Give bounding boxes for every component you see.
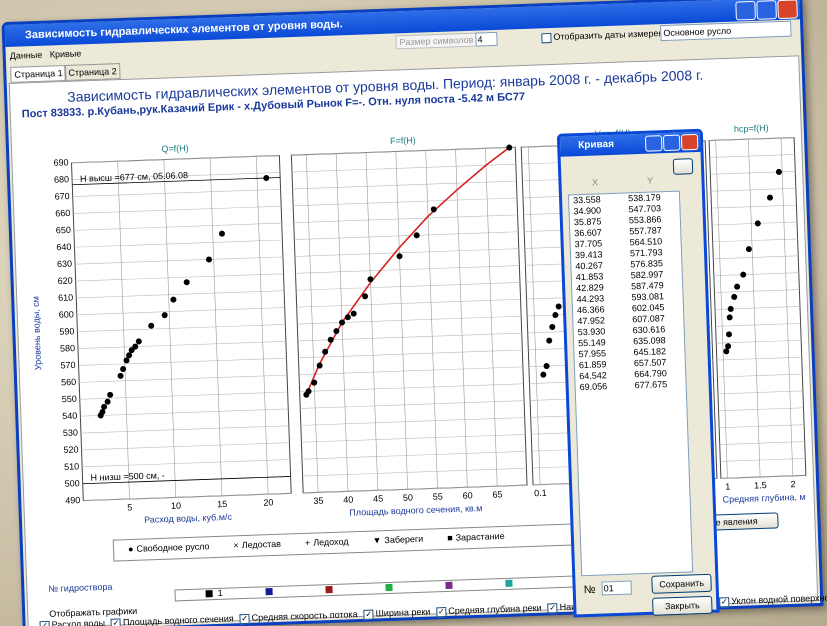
legend-item: ▼Забереги bbox=[372, 534, 423, 546]
check-box: ✓ bbox=[39, 620, 49, 626]
legend-label: Ледоход bbox=[313, 536, 349, 547]
section-number: 1 bbox=[217, 588, 222, 598]
legend-item: +Ледоход bbox=[305, 536, 349, 548]
legend-label: Забереги bbox=[384, 534, 423, 545]
y-tick-label: 670 bbox=[54, 191, 69, 202]
legend-label: Свободное русло bbox=[136, 541, 209, 554]
check-box: ✓ bbox=[547, 603, 557, 613]
y-tick-label: 530 bbox=[63, 428, 78, 439]
section-swatch[interactable] bbox=[445, 582, 452, 589]
close-button[interactable]: Закрыть bbox=[652, 596, 713, 616]
x-tick-label: 10 bbox=[171, 501, 181, 511]
check-box: ✓ bbox=[240, 613, 250, 623]
check-box: ✓ bbox=[363, 609, 373, 619]
y-axis-title: Уровень воды, см bbox=[31, 296, 44, 370]
checkbox-label: Ширина реки bbox=[375, 607, 430, 619]
x-axis-title: Площадь водного сечения, кв.м bbox=[349, 503, 482, 518]
app-window: Зависимость гидравлических элементов от … bbox=[2, 0, 824, 626]
y-tick-label: 690 bbox=[53, 157, 68, 168]
legend-label: Зарастание bbox=[455, 531, 504, 543]
x-tick-label: 65 bbox=[492, 489, 502, 499]
x-tick-label: 35 bbox=[313, 496, 323, 506]
checkbox-label: Расход воды bbox=[51, 618, 105, 626]
dialog-title-bar: Кривая bbox=[560, 132, 701, 157]
x-tick-label: 0.1 bbox=[534, 488, 547, 498]
x-tick-label: 20 bbox=[263, 497, 273, 507]
legend-symbol: ▼ bbox=[372, 535, 381, 545]
close-list-button[interactable] bbox=[673, 158, 694, 175]
y-tick-label: 600 bbox=[59, 309, 74, 320]
check-box: ✓ bbox=[436, 607, 446, 617]
dialog-title: Кривая bbox=[578, 139, 614, 151]
list-cell: 69.056 bbox=[575, 380, 630, 393]
panel-title: Q=f(H) bbox=[161, 143, 189, 154]
y-tick-label: 590 bbox=[59, 326, 74, 337]
save-button[interactable]: Сохранить bbox=[651, 574, 712, 594]
x-tick-label: 40 bbox=[343, 495, 353, 505]
y-tick-label: 510 bbox=[64, 461, 79, 472]
legend-item: ■Зарастание bbox=[447, 531, 505, 543]
list-cell: 677.675 bbox=[630, 379, 685, 392]
legend-symbol: + bbox=[305, 538, 311, 548]
panel-title: F=f(H) bbox=[390, 135, 416, 146]
number-input[interactable]: 01 bbox=[601, 581, 631, 596]
column-header: X Y bbox=[567, 175, 677, 189]
curve-dialog: Кривая X Y 33.558538.17934.900547.70335.… bbox=[557, 129, 720, 618]
y-tick-label: 650 bbox=[56, 225, 71, 236]
y-tick-label: 640 bbox=[56, 242, 71, 253]
y-tick-label: 550 bbox=[62, 394, 77, 405]
x-tick-label: 60 bbox=[462, 490, 472, 500]
legend-symbol: ■ bbox=[447, 533, 453, 543]
section-swatch[interactable] bbox=[505, 580, 512, 587]
y-tick-label: 680 bbox=[54, 174, 69, 185]
checkbox[interactable]: ✓Расход воды bbox=[33, 618, 105, 626]
x-tick-label: 1 bbox=[725, 481, 730, 491]
x-tick-label: 55 bbox=[433, 491, 443, 501]
y-tick-label: 610 bbox=[58, 292, 73, 303]
maximize-button[interactable] bbox=[663, 135, 681, 152]
section-swatch[interactable] bbox=[206, 590, 213, 597]
x-tick-label: 15 bbox=[217, 499, 227, 509]
legend-item: ×Ледостав bbox=[233, 539, 281, 551]
check-box: ✓ bbox=[111, 618, 121, 626]
minimize-button[interactable] bbox=[645, 135, 663, 152]
y-tick-label: 560 bbox=[61, 377, 76, 388]
check-box: ✓ bbox=[719, 597, 729, 607]
section-swatch[interactable] bbox=[325, 586, 332, 593]
x-tick-label: 1.5 bbox=[754, 480, 767, 490]
y-tick-label: 580 bbox=[60, 343, 75, 354]
legend-item: ●Свободное русло bbox=[128, 541, 210, 554]
y-tick-label: 520 bbox=[63, 444, 78, 455]
x-axis-title: Средняя глубина, м bbox=[722, 492, 805, 505]
y-tick-label: 490 bbox=[65, 495, 80, 506]
section-swatch[interactable] bbox=[385, 584, 392, 591]
y-tick-label: 660 bbox=[55, 208, 70, 219]
checkbox-label: Средняя глубина реки bbox=[448, 603, 542, 616]
y-tick-label: 630 bbox=[57, 259, 72, 270]
legend-symbol: ● bbox=[128, 544, 134, 554]
x-tick-label: 2 bbox=[790, 479, 795, 489]
y-tick-label: 570 bbox=[60, 360, 75, 371]
y-tick-label: 500 bbox=[65, 478, 80, 489]
value-list: 33.558538.17934.900547.70335.875553.8663… bbox=[568, 191, 693, 577]
checkbox[interactable]: ✓Ширина реки bbox=[357, 607, 430, 620]
legend-symbol: × bbox=[233, 540, 239, 550]
column-title: Y bbox=[622, 175, 677, 187]
x-axis-title: Расход воды, куб.м/с bbox=[144, 512, 233, 525]
x-tick-label: 5 bbox=[127, 502, 132, 512]
y-tick-label: 620 bbox=[57, 276, 72, 287]
legend-label: Ледостав bbox=[242, 539, 282, 550]
column-title: X bbox=[567, 177, 622, 189]
panel-title: hcp=f(H) bbox=[734, 123, 769, 134]
x-tick-label: 45 bbox=[373, 494, 383, 504]
section-swatch[interactable] bbox=[265, 588, 272, 595]
desktop: Зависимость гидравлических элементов от … bbox=[0, 0, 827, 626]
page: Зависимость гидравлических элементов от … bbox=[0, 0, 827, 626]
number-label: № bbox=[584, 584, 596, 596]
close-button[interactable] bbox=[681, 134, 699, 151]
y-tick-label: 540 bbox=[62, 411, 77, 422]
x-tick-label: 50 bbox=[403, 492, 413, 502]
